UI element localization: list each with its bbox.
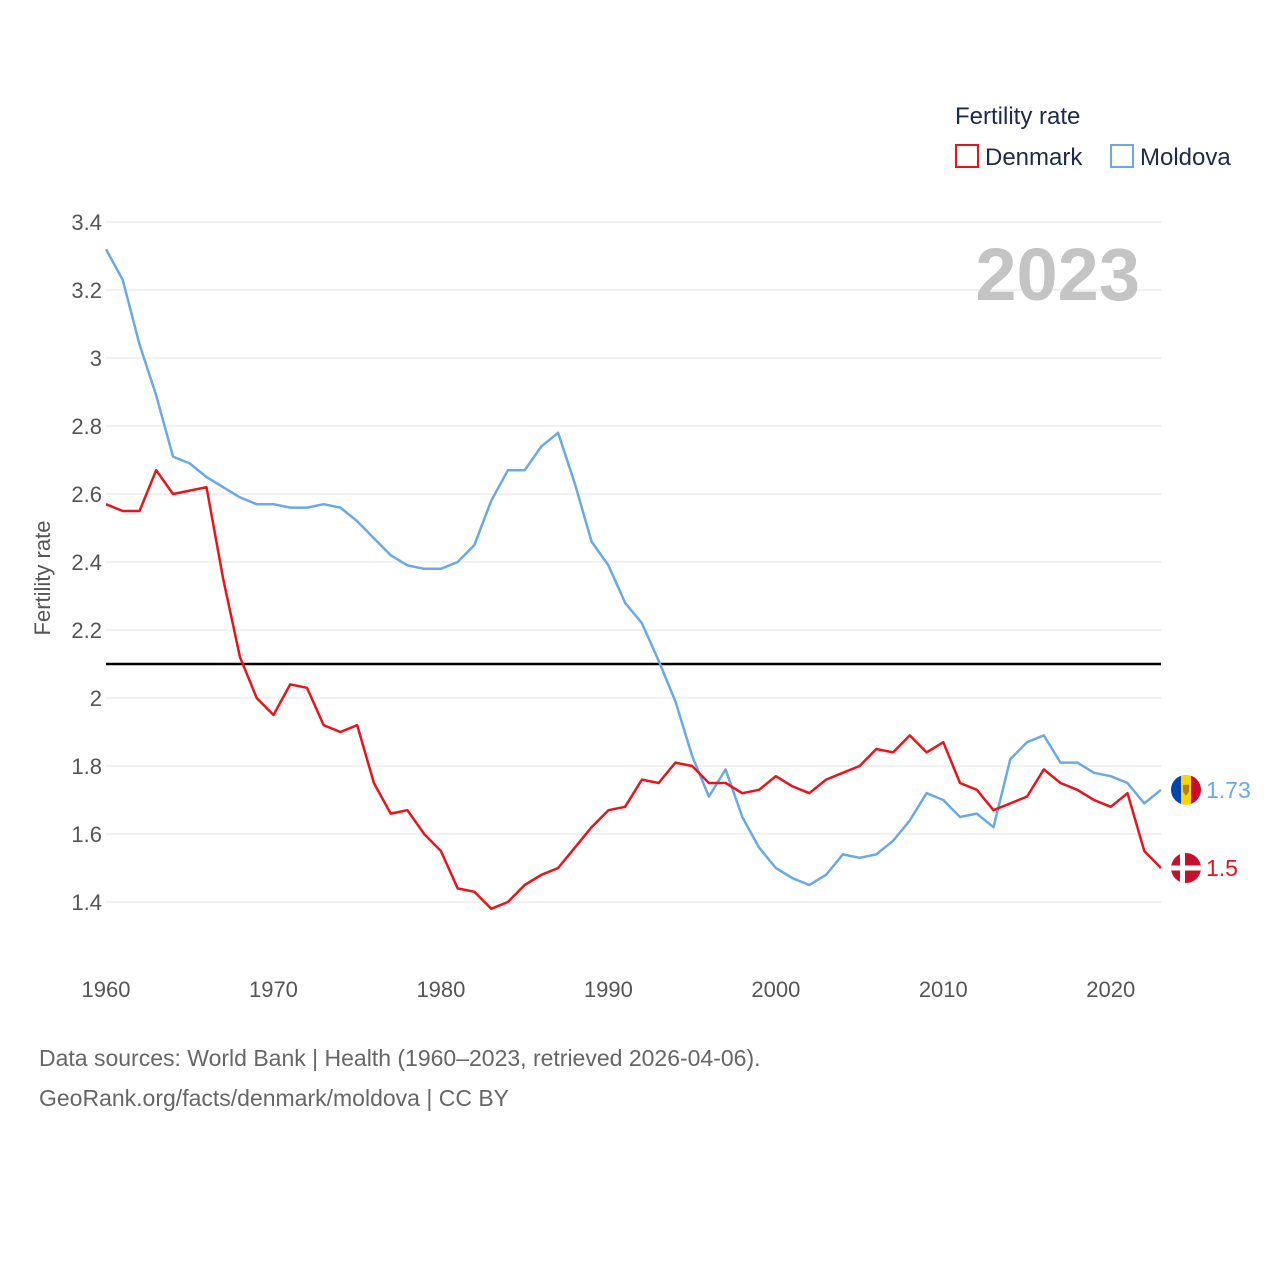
legend-item-moldova[interactable]: Moldova [1110,144,1231,171]
y-tick-label: 3.4 [71,210,102,235]
y-tick-label: 2 [90,686,102,711]
x-tick-label: 2020 [1086,977,1135,1002]
legend-item-denmark[interactable]: Denmark [955,144,1083,171]
y-tick-label: 2.2 [71,618,102,643]
footer-sources: Data sources: World Bank | Health (1960–… [39,1045,761,1071]
x-tick-label: 1990 [584,977,633,1002]
footer-attribution: GeoRank.org/facts/denmark/moldova | CC B… [39,1085,510,1111]
moldova-flag-icon [1171,774,1201,805]
y-tick-label: 1.4 [71,890,102,915]
grid [106,221,1161,903]
x-tick-label: 1960 [82,977,131,1002]
series-line-moldova [104,248,1162,887]
y-tick-label: 1.8 [71,754,102,779]
legend-label-denmark: Denmark [985,144,1083,171]
legend: Fertility rate Denmark Moldova [955,103,1231,171]
y-tick-label: 1.6 [71,822,102,847]
y-tick-label: 3.2 [71,278,102,303]
y-axis-label: Fertility rate [30,521,55,636]
y-tick-label: 3 [90,346,102,371]
legend-swatch-denmark [955,144,979,168]
end-value-moldova: 1.73 [1206,777,1251,803]
fertility-line-chart: 1.41.61.822.22.42.62.833.23.4 1960 1970 19… [30,103,1251,1002]
legend-title: Fertility rate [955,103,1080,130]
y-tick-label: 2.8 [71,414,102,439]
x-tick-label: 2000 [751,977,800,1002]
y-tick-label: 2.4 [71,550,102,575]
x-tick-label: 2010 [919,977,968,1002]
legend-label-moldova: Moldova [1140,144,1231,171]
denmark-flag-icon [1171,853,1201,883]
y-tick-label: 2.6 [71,482,102,507]
x-tick-label: 1970 [249,977,298,1002]
legend-swatch-moldova [1110,144,1134,168]
end-value-denmark: 1.5 [1206,855,1238,881]
x-tick-label: 1980 [416,977,465,1002]
series-line-denmark [105,468,1162,911]
year-label: 2023 [975,233,1140,316]
y-axis-ticks: 1.4 1.6 1.8 2 2.2 2.4 2.6 2.8 3 3.2 3.4 [71,210,102,915]
x-axis-ticks: 1960 1970 1980 1990 2000 2010 2020 [82,977,1136,1002]
